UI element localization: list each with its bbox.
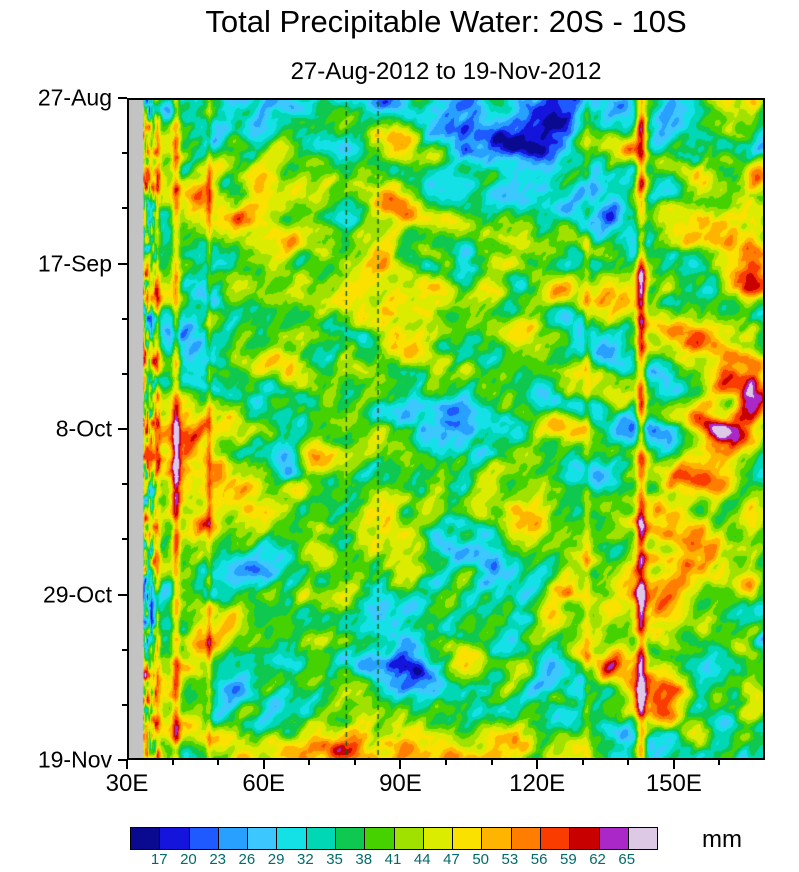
x-axis-minor-tick [581, 760, 584, 765]
colorbar-segment [599, 828, 629, 849]
y-axis-minor-tick [122, 703, 127, 706]
y-tick-label: 8-Oct [55, 415, 112, 442]
x-axis-minor-tick [217, 760, 220, 765]
colorbar-segment [335, 828, 366, 849]
x-tick-label: 90E [379, 770, 422, 797]
colorbar-tick-label: 26 [238, 851, 256, 868]
colorbar-segment [365, 828, 395, 849]
colorbar-tick-label: 56 [530, 851, 548, 868]
y-tick-label: 29-Oct [42, 581, 112, 607]
x-axis-minor-tick [171, 760, 174, 765]
colorbar-tick-label: 23 [209, 851, 226, 868]
colorbar-tick-label: 44 [413, 851, 431, 868]
y-tick-label: 27-Aug [37, 84, 112, 111]
x-axis-tick [672, 760, 675, 769]
x-tick-label: 60E [242, 770, 286, 797]
colorbar-tick-label: 41 [384, 851, 402, 868]
colorbar-tick-label: 65 [618, 851, 636, 868]
colorbar-segment [248, 828, 278, 849]
figure-title: Total Precipitable Water: 20S - 10S [205, 4, 687, 39]
colorbar-segment [482, 828, 512, 849]
x-tick-label: 120E [509, 770, 566, 797]
colorbar-segment [570, 828, 600, 849]
x-axis-minor-tick [718, 760, 721, 765]
colorbar [130, 827, 658, 850]
x-axis-minor-tick [490, 760, 493, 765]
colorbar-unit-label: mm [702, 826, 742, 853]
x-axis-tick [399, 760, 402, 769]
x-axis-minor-tick [445, 760, 447, 765]
y-tick-label: 19-Nov [37, 746, 112, 773]
colorbar-tick-label: 62 [589, 851, 606, 868]
colorbar-tick-label: 20 [180, 851, 197, 868]
y-tick-label: 17-Sep [37, 250, 112, 276]
y-axis-minor-tick [122, 207, 127, 210]
x-tick-label: 30E [105, 770, 149, 797]
x-axis-minor-tick [353, 760, 356, 765]
colorbar-segment [160, 828, 190, 849]
colorbar-tick-label: 50 [472, 851, 489, 868]
x-axis-minor-tick [308, 760, 311, 765]
colorbar-tick-label: 35 [326, 851, 343, 868]
colorbar-tick-label: 17 [150, 851, 168, 868]
colorbar-tick-label: 29 [267, 851, 285, 868]
y-axis-minor-tick [122, 538, 127, 541]
colorbar-segment [218, 828, 249, 849]
colorbar-tick-label: 59 [559, 851, 577, 868]
colorbar-segment [540, 828, 571, 849]
y-axis-minor-tick [122, 152, 127, 155]
y-axis-tick [118, 262, 127, 265]
colorbar-segment [453, 828, 483, 849]
colorbar-segment [277, 828, 307, 849]
colorbar-segment [131, 828, 161, 849]
x-axis-minor-tick [627, 760, 630, 765]
y-axis-tick [118, 759, 127, 761]
y-axis-minor-tick [122, 483, 127, 486]
colorbar-segment [423, 828, 454, 849]
colorbar-tick-label: 53 [501, 851, 519, 868]
y-axis-minor-tick [122, 648, 127, 651]
heatmap-canvas [129, 100, 763, 758]
y-axis-minor-tick [122, 372, 127, 375]
x-axis-tick [262, 760, 265, 769]
figure-subtitle: 27-Aug-2012 to 19-Nov-2012 [290, 58, 602, 85]
colorbar-segment [511, 828, 541, 849]
y-axis-tick [118, 593, 127, 596]
colorbar-segment [306, 828, 336, 849]
y-axis-minor-tick [122, 317, 127, 320]
colorbar-segment [628, 828, 658, 849]
x-axis-tick [126, 760, 128, 769]
colorbar-tick-label: 47 [443, 851, 460, 868]
y-axis-tick [118, 97, 127, 99]
colorbar-segment [189, 828, 219, 849]
colorbar-tick-label: 38 [355, 851, 373, 868]
x-tick-label: 150E [645, 770, 702, 797]
colorbar-tick-label: 32 [296, 851, 314, 868]
plot-area [127, 98, 765, 760]
colorbar-segment [394, 828, 424, 849]
y-axis-tick [118, 428, 127, 430]
x-axis-tick [536, 760, 539, 769]
